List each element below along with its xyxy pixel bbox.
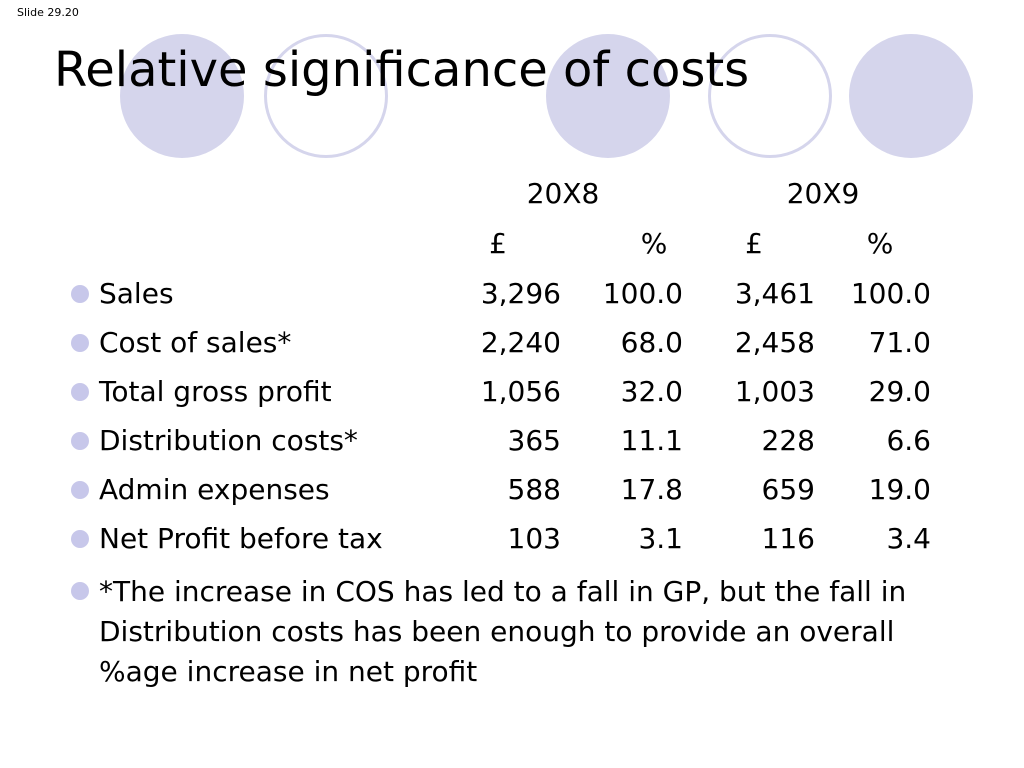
slide-title: Relative significance of costs [54,42,750,98]
table-cell: 3,296 [480,277,561,310]
table-cell: 100.0 [850,277,931,310]
unit-header: % [640,227,668,260]
slide-number: Slide 29.20 [17,6,79,19]
decorative-circle [849,34,973,158]
bullet-icon [71,530,89,548]
row-label: Cost of sales* [99,326,292,359]
table-cell: 228 [761,424,815,457]
table-cell: 365 [507,424,561,457]
row-label: Net Profit before tax [99,522,383,555]
row-label: Sales [99,277,174,310]
table-cell: 68.0 [620,326,683,359]
decorative-circle [546,34,670,158]
table-cell: 588 [507,473,561,506]
decorative-circle [120,34,244,158]
table-cell: 1,003 [734,375,815,408]
bullet-icon [71,481,89,499]
table-cell: 3,461 [734,277,815,310]
table-cell: 3.1 [638,522,683,555]
table-cell: 11.1 [620,424,683,457]
table-cell: 3.4 [886,522,931,555]
table-cell: 103 [507,522,561,555]
table-cell: 1,056 [480,375,561,408]
unit-header: % [866,227,894,260]
row-label: Admin expenses [99,473,330,506]
year-header-20x9: 20X9 [786,177,860,210]
table-cell: 29.0 [868,375,931,408]
decorative-circle [708,34,832,158]
table-cell: 17.8 [620,473,683,506]
bullet-icon [71,285,89,303]
footnote-text: *The increase in COS has led to a fall i… [99,575,907,688]
table-cell: 32.0 [620,375,683,408]
bullet-icon [71,334,89,352]
table-cell: 2,240 [480,326,561,359]
decorative-circle [264,34,388,158]
row-label: Distribution costs* [99,424,358,457]
table-cell: 659 [761,473,815,506]
table-cell: 116 [761,522,815,555]
table-cell: 19.0 [868,473,931,506]
bullet-icon [71,432,89,450]
bullet-icon [71,582,89,600]
table-cell: 6.6 [886,424,931,457]
table-cell: 71.0 [868,326,931,359]
table-cell: 100.0 [602,277,683,310]
table-cell: 2,458 [734,326,815,359]
unit-header: £ [489,227,507,260]
row-label: Total gross profit [99,375,332,408]
unit-header: £ [745,227,763,260]
bullet-icon [71,383,89,401]
year-header-20x8: 20X8 [526,177,600,210]
